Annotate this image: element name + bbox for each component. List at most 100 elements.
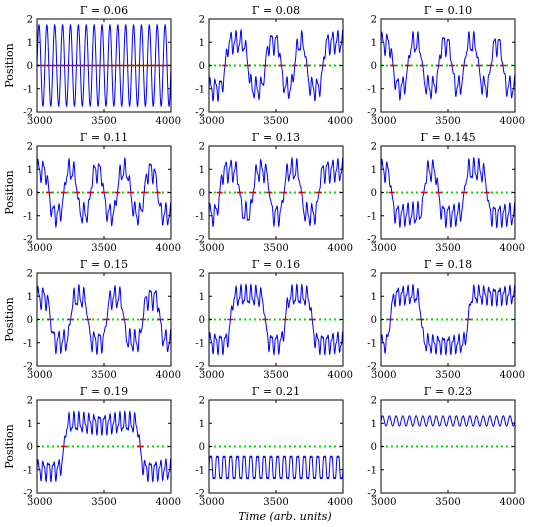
panel-4: -2 -1 0 1 2 3000 3500 4000 Γ = 0.11 Position bbox=[3, 131, 181, 254]
x-tick-label: 3500 bbox=[91, 497, 116, 508]
panel-title: Γ = 0.06 bbox=[80, 4, 128, 17]
x-tick-label: 4000 bbox=[156, 497, 181, 508]
signal-series bbox=[381, 283, 515, 356]
x-tick-label: 3000 bbox=[27, 497, 52, 508]
x-tick-label: 3500 bbox=[263, 370, 288, 381]
y-tick-label: -1 bbox=[195, 84, 205, 95]
panel-3: -2 -1 0 1 2 3000 3500 4000 Γ = 0.10 bbox=[367, 4, 525, 127]
x-tick-label: 3000 bbox=[371, 497, 396, 508]
y-tick-label: -2 bbox=[367, 235, 377, 246]
x-tick-label: 4000 bbox=[328, 116, 353, 127]
x-tick-label: 3000 bbox=[371, 370, 396, 381]
x-tick-label: 4000 bbox=[500, 243, 525, 254]
y-tick-label: -1 bbox=[23, 338, 33, 349]
signal-series bbox=[209, 28, 343, 102]
x-tick-label: 4000 bbox=[500, 116, 525, 127]
y-tick-label: 1 bbox=[27, 38, 33, 49]
y-tick-label: -2 bbox=[367, 489, 377, 500]
y-tick-label: 0 bbox=[199, 315, 205, 326]
panel-grid: -2 -1 0 1 2 3000 3500 4000 Γ = 0.06 Position -2 -1 0… bbox=[3, 4, 525, 508]
x-tick-label: 4000 bbox=[156, 243, 181, 254]
y-tick-label: 1 bbox=[27, 292, 33, 303]
panel-2: -2 -1 0 1 2 3000 3500 4000 Γ = 0.08 bbox=[195, 4, 353, 127]
panel-8: -2 -1 0 1 2 3000 3500 4000 Γ = 0.16 bbox=[195, 258, 353, 381]
x-tick-label: 3000 bbox=[199, 243, 224, 254]
x-axis-label: Time (arb. units) bbox=[238, 510, 331, 523]
y-tick-label: 0 bbox=[199, 442, 205, 453]
y-tick-label: 2 bbox=[371, 142, 377, 153]
y-tick-label: -2 bbox=[195, 362, 205, 373]
y-tick-label: 2 bbox=[371, 269, 377, 280]
x-tick-label: 4000 bbox=[500, 497, 525, 508]
panel-5: -2 -1 0 1 2 3000 3500 4000 Γ = 0.13 bbox=[195, 131, 353, 254]
y-tick-label: 1 bbox=[27, 419, 33, 430]
y-tick-label: 2 bbox=[371, 15, 377, 26]
y-tick-label: -2 bbox=[23, 108, 33, 119]
signal-series bbox=[381, 415, 515, 427]
x-tick-label: 3000 bbox=[199, 497, 224, 508]
y-tick-label: 1 bbox=[199, 292, 205, 303]
x-tick-label: 3000 bbox=[371, 116, 396, 127]
y-tick-label: -1 bbox=[367, 211, 377, 222]
y-tick-label: 0 bbox=[27, 315, 33, 326]
y-tick-label: 1 bbox=[199, 38, 205, 49]
panel-title: Γ = 0.15 bbox=[80, 258, 128, 271]
y-tick-label: -2 bbox=[23, 362, 33, 373]
y-tick-label: 0 bbox=[371, 315, 377, 326]
y-tick-label: 2 bbox=[199, 269, 205, 280]
y-tick-label: 1 bbox=[199, 165, 205, 176]
y-tick-label: 0 bbox=[27, 61, 33, 72]
y-axis-label: Position bbox=[3, 297, 16, 341]
y-tick-label: 0 bbox=[371, 188, 377, 199]
x-tick-label: 3500 bbox=[263, 497, 288, 508]
x-tick-label: 3000 bbox=[27, 243, 52, 254]
y-tick-label: 0 bbox=[27, 188, 33, 199]
y-tick-label: 0 bbox=[199, 188, 205, 199]
y-tick-label: -1 bbox=[367, 465, 377, 476]
panel-1: -2 -1 0 1 2 3000 3500 4000 Γ = 0.06 Position bbox=[3, 4, 181, 127]
x-tick-label: 3500 bbox=[263, 243, 288, 254]
signal-series bbox=[209, 156, 343, 228]
panel-9: -2 -1 0 1 2 3000 3500 4000 Γ = 0.18 bbox=[367, 258, 525, 381]
y-tick-label: -1 bbox=[23, 465, 33, 476]
y-tick-label: 0 bbox=[27, 442, 33, 453]
signal-series bbox=[37, 410, 171, 483]
y-tick-label: 2 bbox=[199, 142, 205, 153]
panel-12: -2 -1 0 1 2 3000 3500 4000 Γ = 0.23 bbox=[367, 385, 525, 508]
signal-series bbox=[381, 156, 515, 229]
y-tick-label: -1 bbox=[195, 338, 205, 349]
x-tick-label: 3000 bbox=[199, 370, 224, 381]
x-tick-label: 4000 bbox=[500, 370, 525, 381]
panel-10: -2 -1 0 1 2 3000 3500 4000 Γ = 0.19 Position bbox=[3, 385, 181, 508]
y-tick-label: -2 bbox=[23, 235, 33, 246]
signal-series bbox=[381, 30, 515, 102]
y-tick-label: 1 bbox=[371, 292, 377, 303]
x-tick-label: 3500 bbox=[263, 116, 288, 127]
y-tick-label: 1 bbox=[199, 419, 205, 430]
x-tick-label: 3500 bbox=[435, 243, 460, 254]
y-tick-label: -2 bbox=[367, 108, 377, 119]
y-tick-label: 2 bbox=[199, 396, 205, 407]
y-tick-label: 2 bbox=[27, 269, 33, 280]
y-tick-label: 2 bbox=[199, 15, 205, 26]
y-tick-label: 1 bbox=[371, 38, 377, 49]
panel-title: Γ = 0.11 bbox=[80, 131, 128, 144]
y-tick-label: 1 bbox=[27, 165, 33, 176]
y-tick-label: -1 bbox=[23, 84, 33, 95]
panel-title: Γ = 0.19 bbox=[80, 385, 128, 398]
panel-title: Γ = 0.18 bbox=[424, 258, 472, 271]
x-tick-label: 4000 bbox=[328, 370, 353, 381]
x-tick-label: 3500 bbox=[91, 116, 116, 127]
y-tick-label: -1 bbox=[367, 338, 377, 349]
y-tick-label: -1 bbox=[367, 84, 377, 95]
panel-title: Γ = 0.10 bbox=[424, 4, 472, 17]
panel-title: Γ = 0.08 bbox=[252, 4, 300, 17]
y-axis-label: Position bbox=[3, 43, 16, 87]
y-tick-label: 1 bbox=[371, 419, 377, 430]
x-tick-label: 3500 bbox=[435, 497, 460, 508]
y-axis-label: Position bbox=[3, 424, 16, 468]
y-tick-label: -2 bbox=[23, 489, 33, 500]
x-tick-label: 4000 bbox=[156, 116, 181, 127]
y-tick-label: -2 bbox=[367, 362, 377, 373]
